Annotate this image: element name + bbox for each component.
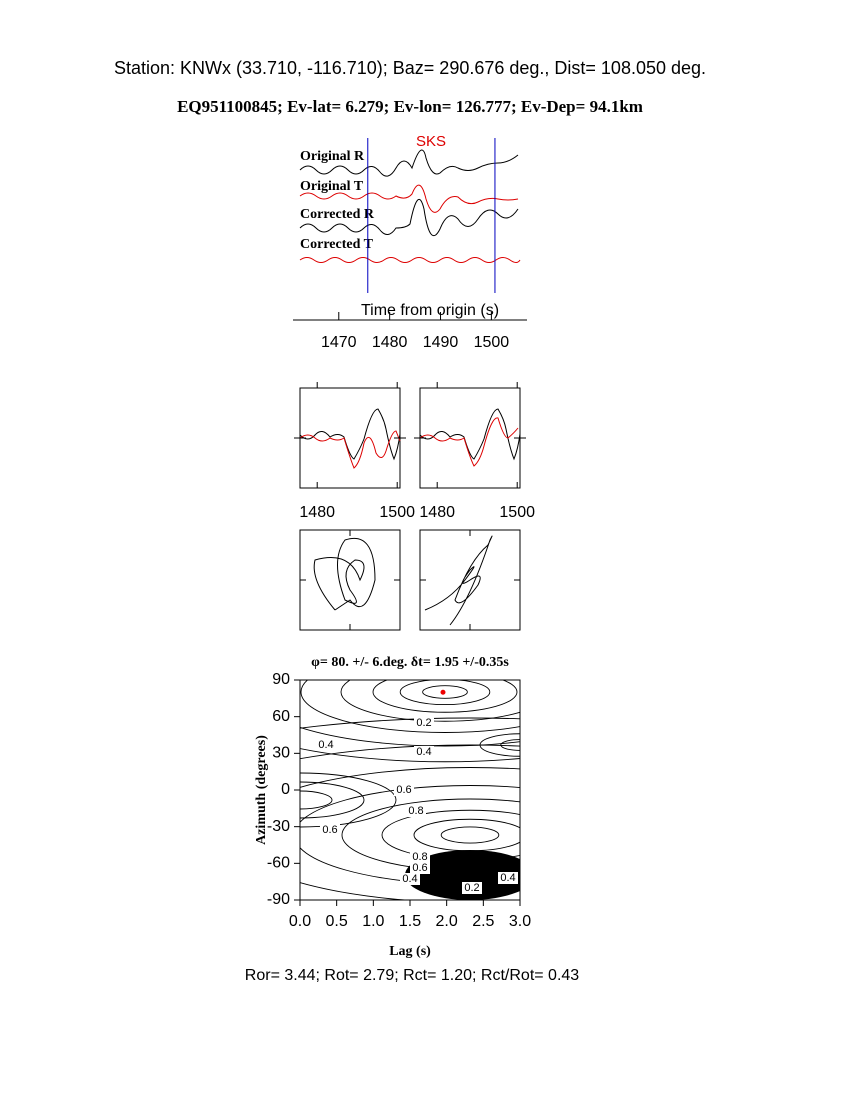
- contour-label: 0.6: [396, 784, 411, 796]
- panel: [299, 529, 401, 631]
- contours: [300, 680, 520, 900]
- trace: [299, 408, 401, 461]
- x-tick-label: 1490: [423, 334, 459, 351]
- label-bg: [462, 882, 482, 894]
- footer: Ror= 3.44; Rot= 2.79; Rct= 1.20; Rct/Rot…: [245, 967, 580, 984]
- x-tick-label: 3.0: [509, 913, 531, 930]
- label-bg: [400, 873, 420, 885]
- label-bg: [410, 851, 430, 863]
- contour: [300, 790, 333, 810]
- particle-motion: [313, 538, 376, 611]
- contour-label: 0.4: [500, 872, 515, 884]
- contour-label: 0.6: [322, 824, 337, 836]
- x-tick-label: 1.5: [399, 913, 421, 930]
- trace: [299, 149, 519, 177]
- label-bg: [406, 805, 426, 817]
- x-axis-title: Time from origin (s): [361, 302, 499, 319]
- x-tick-label: 1500: [499, 504, 535, 521]
- label-bg: [316, 739, 336, 751]
- trace-label: Corrected R: [300, 207, 375, 222]
- y-tick-label: 90: [272, 671, 290, 688]
- contour: [300, 767, 520, 900]
- contour: [440, 826, 500, 844]
- y-tick-label: -90: [267, 891, 290, 908]
- label-bg: [414, 717, 434, 729]
- contour-label: 0.4: [318, 739, 333, 751]
- contour: [372, 680, 518, 713]
- x-tick-label: 1480: [419, 504, 455, 521]
- trace: [299, 257, 521, 263]
- trace-label: Corrected T: [300, 237, 374, 252]
- contour-label: 0.8: [412, 851, 427, 863]
- x-tick-label: 0.0: [289, 913, 311, 930]
- x-tick-label: 1480: [299, 504, 335, 521]
- contour-fill: [405, 850, 520, 900]
- contour-label: 0.4: [402, 873, 417, 885]
- contour: [300, 744, 520, 760]
- contour-label: 0.8: [408, 805, 423, 817]
- contour-label: 0.2: [464, 882, 479, 894]
- x-tick-label: 1500: [474, 334, 510, 351]
- y-tick-label: -60: [267, 855, 290, 872]
- trace: [419, 417, 519, 467]
- label-bg: [498, 872, 518, 884]
- x-tick-label: 1.0: [362, 913, 384, 930]
- trace: [299, 430, 401, 469]
- x-tick-label: 2.0: [436, 913, 458, 930]
- contour: [300, 680, 520, 733]
- y-tick-label: 30: [272, 745, 290, 762]
- trace: [419, 408, 521, 461]
- label-bg: [410, 862, 430, 874]
- contour: [300, 717, 520, 729]
- contour: [413, 818, 520, 852]
- contour: [300, 726, 520, 747]
- label-bg: [394, 784, 414, 796]
- x-tick-label: 1480: [372, 334, 408, 351]
- y-tick-label: -30: [267, 818, 290, 835]
- contour-label: 0.4: [416, 746, 431, 758]
- contour-label: 0.2: [416, 717, 431, 729]
- trace-label: Original T: [300, 179, 364, 194]
- y-tick-label: 60: [272, 708, 290, 725]
- phase-label: SKS: [416, 133, 446, 150]
- particle-motion: [424, 535, 493, 626]
- y-axis-title: Azimuth (degrees): [254, 735, 269, 845]
- best-fit: [440, 689, 446, 695]
- contour: [479, 733, 520, 757]
- trace-label: Original R: [300, 149, 365, 164]
- event-line: EQ951100845; Ev-lat= 6.279; Ev-lon= 126.…: [177, 97, 643, 116]
- station-line: Station: KNWx (33.710, -116.710); Baz= 2…: [114, 58, 706, 78]
- contour: [300, 748, 520, 763]
- contour: [422, 685, 468, 699]
- x-tick-label: 1500: [379, 504, 415, 521]
- trace: [299, 198, 519, 237]
- trace: [299, 184, 519, 213]
- result-title: φ= 80. +/- 6.deg. δt= 1.95 +/-0.35s: [311, 655, 509, 670]
- x-tick-label: 1470: [321, 334, 357, 351]
- contour: [300, 781, 365, 819]
- label-bg: [320, 824, 340, 836]
- contour: [399, 680, 491, 706]
- contour: [340, 680, 520, 722]
- x-tick-label: 2.5: [472, 913, 494, 930]
- tick: [300, 530, 520, 630]
- label-bg: [414, 746, 434, 758]
- x-tick-label: 0.5: [326, 913, 348, 930]
- x-axis-title: Lag (s): [389, 944, 431, 959]
- contour: [300, 772, 397, 828]
- y-tick-label: 0: [281, 781, 290, 798]
- contour-label: 0.6: [412, 862, 427, 874]
